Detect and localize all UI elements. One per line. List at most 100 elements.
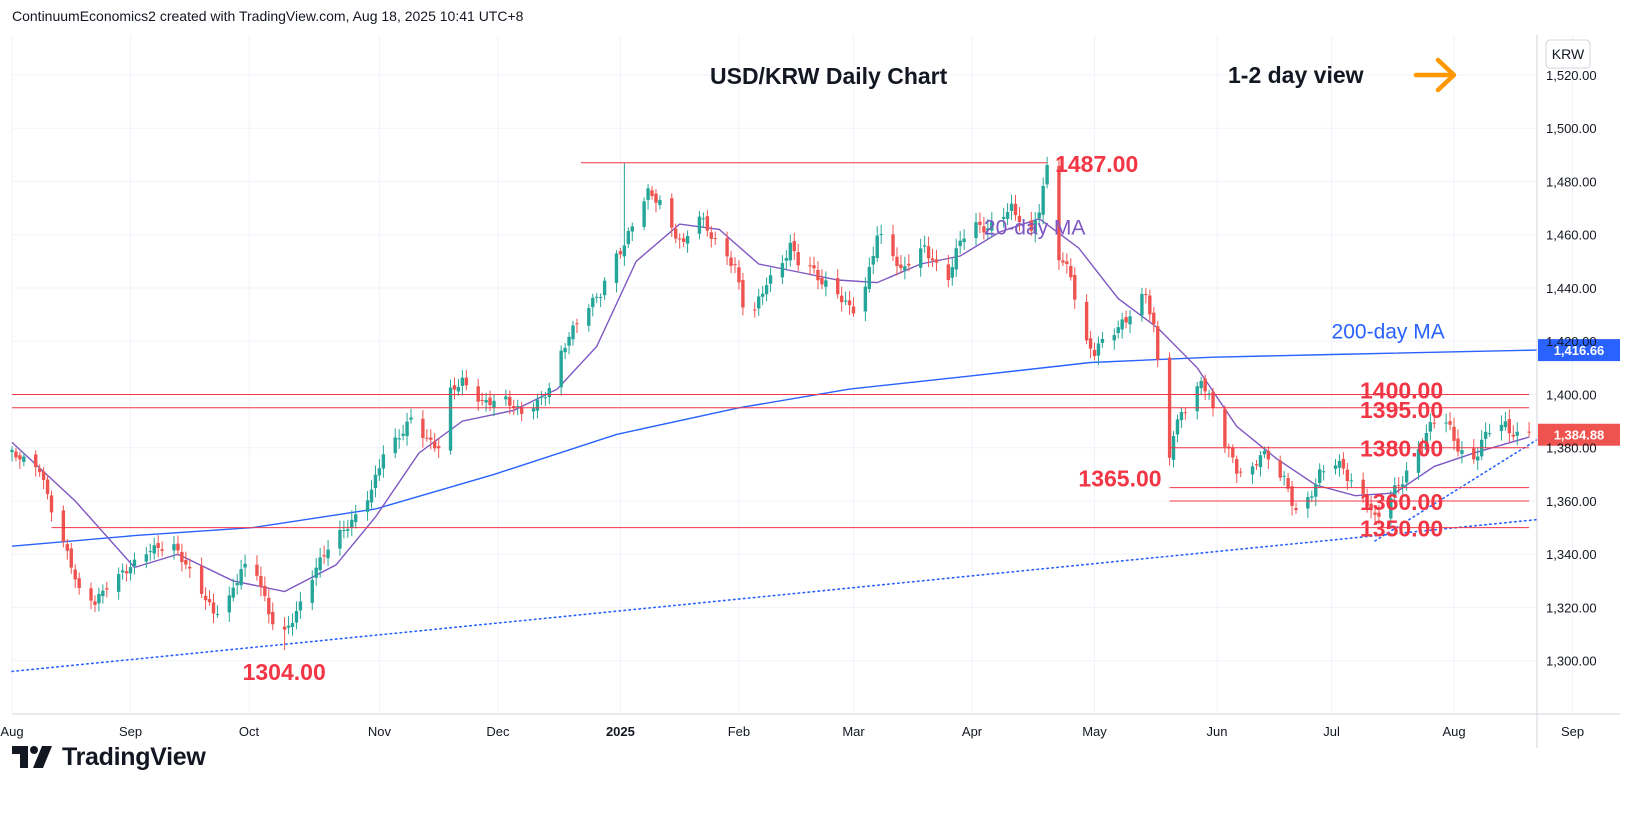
candle [1310,490,1314,503]
price-tick-label: 1,440.00 [1546,281,1597,296]
candle [812,256,816,274]
candle [397,429,401,449]
candle [705,210,710,237]
candle-body [871,256,875,265]
candle-body [37,468,42,473]
candle [199,557,204,599]
candle [207,590,212,606]
candle-body [1428,422,1433,432]
candle [1503,411,1508,431]
candle-body [677,238,682,240]
candle-body [298,601,303,611]
candle-body [436,446,441,449]
candle-body [946,264,951,281]
candle [879,224,883,244]
candle [547,382,552,405]
candle-body [990,221,994,231]
candle [622,162,627,266]
grid-lines [11,35,1574,714]
candle [986,219,990,239]
candle [753,302,757,318]
candle-body [737,267,741,283]
candle-body [1057,165,1061,261]
candle [1120,312,1124,339]
time-axis[interactable]: Aug Sep Oct Nov Dec 2025 Feb Mar Apr May Jun Jul Aug… [0,724,1584,739]
candle [670,193,674,238]
low-label: 1304.00 [243,659,326,685]
candle [448,379,453,455]
candle [1112,328,1116,350]
candle-body [788,242,793,261]
candle-body [674,228,678,239]
candle [1088,330,1093,359]
candle-body [22,456,26,462]
candle-body [907,263,911,266]
candle [1511,425,1515,441]
time-tick-label: Aug [0,724,23,739]
candle-body [211,602,216,614]
candle-body [515,406,520,408]
candle-body [235,583,239,586]
candle-body [294,611,299,623]
candle [1266,446,1271,470]
candle-body [531,408,536,412]
candle [737,260,741,290]
trendline[interactable] [11,518,1538,673]
time-tick-label: Sep [119,724,142,739]
candle [65,538,70,560]
candle-body [1404,470,1409,483]
candle-body [1195,386,1199,412]
candle [1175,414,1180,443]
candle-body [460,377,465,386]
candle-body [591,297,595,308]
candle-body [820,277,824,285]
candle-body [899,264,903,269]
candle-body [875,235,879,258]
tradingview-logo[interactable]: TradingView [12,742,206,772]
candle-body [243,563,247,568]
candle [954,238,958,277]
candle [1337,454,1342,477]
publisher-header: ContinuumEconomics2 created with Trading… [12,8,524,24]
candle-body [105,588,109,590]
candle-body [670,198,674,228]
candle-body [464,377,469,386]
candle [381,445,386,478]
candle [310,570,314,611]
candle-body [1235,459,1239,474]
candle-body [1258,455,1263,468]
candle-body [227,595,231,613]
candle [456,379,461,396]
candle-body [622,245,627,257]
candle [733,257,737,274]
ma200-label: 200-day MA [1332,321,1445,344]
candle-body [1456,438,1460,452]
candle-body [409,417,413,420]
candle [215,605,220,618]
trendline[interactable] [1374,438,1538,542]
candle [741,272,745,316]
candle [172,536,176,560]
candle-body [452,385,457,390]
level-label: 1380.00 [1360,436,1443,462]
candle [531,402,536,420]
candle-body [1503,421,1508,428]
candle-body [1294,508,1298,510]
candle [267,588,271,624]
candle-body [958,240,962,247]
candle [1073,267,1077,310]
price-tick-label: 1,300.00 [1546,654,1597,669]
candle [784,250,789,270]
candle-body [1203,378,1207,392]
candle-body [1065,261,1069,265]
candle-body [1432,422,1436,424]
candle [658,195,662,210]
candle-body [1460,450,1464,454]
candle [1278,455,1282,482]
candle [587,303,591,332]
candle [535,393,540,419]
price-axis[interactable]: 1,300.00 1,320.00 1,340.00 1,360.00 1,380.00… [1546,68,1597,669]
candle [1045,156,1049,189]
